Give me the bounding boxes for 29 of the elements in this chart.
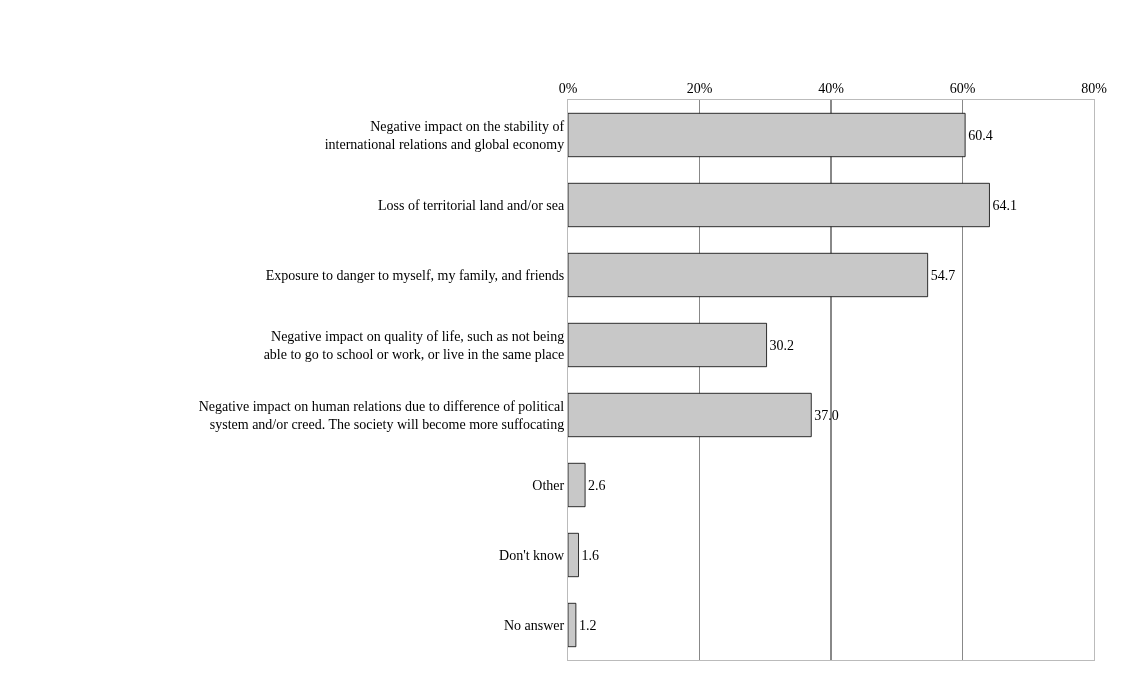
x-tick-label: 40%	[818, 81, 845, 97]
x-tick-label: 60%	[949, 81, 976, 97]
data-label: 1.6	[581, 547, 600, 563]
y-tick-label: No answer	[503, 617, 565, 633]
y-tick-label: Other	[532, 477, 565, 493]
y-tick-label: Negative impact on human relations due to difference of political system and/or creed. The society will become more suffocating	[198, 398, 565, 432]
bar	[568, 112, 966, 158]
x-tick-label: 0%	[558, 81, 578, 97]
data-label: 37.0	[814, 407, 839, 423]
bar	[568, 462, 586, 508]
y-tick-label: Exposure to danger to myself, my family, and friends	[265, 267, 565, 283]
data-label: 60.4	[968, 127, 993, 143]
data-label: 30.2	[769, 337, 795, 353]
data-label: 64.1	[992, 197, 1017, 213]
x-tick-label: 20%	[686, 81, 713, 97]
x-tick-label: 80%	[1081, 81, 1108, 97]
bar	[568, 252, 929, 298]
bar	[568, 532, 579, 578]
y-tick-label: Don't know	[499, 547, 566, 563]
y-tick-label: Negative impact on quality of life, such as not being able to go to school or work, or live in the same place	[263, 328, 565, 362]
data-label: 54.7	[930, 267, 956, 283]
y-tick-label: Negative impact on the stability of international relations and global economy	[324, 118, 565, 152]
data-label: 2.6	[588, 477, 606, 493]
bar	[568, 602, 577, 648]
data-label: 1.2	[578, 617, 597, 633]
y-tick-label: Loss of territorial land and/or sea	[377, 197, 565, 213]
bar	[568, 392, 812, 438]
bar	[568, 182, 990, 228]
bar	[568, 322, 767, 368]
